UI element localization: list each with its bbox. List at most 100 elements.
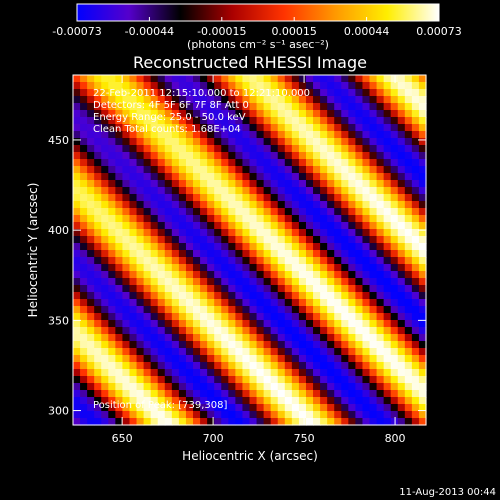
- heatmap-cell: [383, 369, 392, 377]
- heatmap-cell: [242, 96, 251, 104]
- heatmap-cell: [129, 334, 138, 342]
- heatmap-cell: [221, 376, 229, 384]
- heatmap-cell: [376, 138, 385, 146]
- heatmap-cell: [284, 110, 293, 118]
- heatmap-cell: [390, 89, 399, 97]
- heatmap-cell: [164, 222, 173, 230]
- heatmap-cell: [150, 75, 159, 83]
- heatmap-cell: [108, 229, 116, 237]
- heatmap-cell: [390, 187, 399, 195]
- heatmap-cell: [87, 390, 95, 398]
- heatmap-cell: [418, 299, 427, 307]
- heatmap-cell: [185, 229, 194, 237]
- heatmap-cell: [115, 208, 124, 216]
- heatmap-cell: [185, 278, 194, 286]
- heatmap-cell: [108, 103, 116, 111]
- heatmap-cell: [171, 292, 180, 300]
- heatmap-cell: [122, 173, 131, 181]
- heatmap-cell: [383, 306, 392, 314]
- heatmap-cell: [87, 299, 95, 307]
- heatmap-cell: [228, 334, 236, 342]
- heatmap-cell: [362, 222, 371, 230]
- heatmap-cell: [263, 215, 272, 223]
- x-tick-label: 650: [112, 432, 133, 445]
- heatmap-cell: [207, 334, 215, 342]
- heatmap-cell: [221, 82, 229, 90]
- heatmap-cell: [404, 313, 413, 321]
- heatmap-cell: [115, 264, 124, 272]
- heatmap-cell: [101, 173, 109, 181]
- heatmap-cell: [228, 236, 236, 244]
- heatmap-cell: [277, 362, 286, 370]
- heatmap-cell: [348, 194, 356, 202]
- heatmap-cell: [327, 369, 335, 377]
- heatmap-cell: [313, 173, 321, 181]
- heatmap-cell: [101, 187, 109, 195]
- heatmap-cell: [418, 159, 427, 167]
- heatmap-cell: [136, 313, 145, 321]
- heatmap-cell: [263, 334, 272, 342]
- heatmap-cell: [249, 229, 258, 237]
- heatmap-cell: [291, 404, 300, 412]
- heatmap-cell: [383, 201, 392, 209]
- heatmap-cell: [164, 173, 173, 181]
- heatmap-cell: [369, 138, 378, 146]
- heatmap-cell: [129, 152, 138, 160]
- heatmap-cell: [327, 278, 335, 286]
- heatmap-cell: [221, 131, 229, 139]
- heatmap-cell: [397, 320, 406, 328]
- heatmap-cell: [249, 131, 258, 139]
- heatmap-cell: [383, 320, 392, 328]
- heatmap-cell: [390, 257, 399, 265]
- heatmap-cell: [348, 131, 356, 139]
- heatmap-cell: [129, 75, 138, 83]
- heatmap-cell: [129, 341, 138, 349]
- heatmap-cell: [341, 222, 349, 230]
- heatmap-cell: [369, 82, 378, 90]
- heatmap-cell: [108, 208, 116, 216]
- heatmap-cell: [214, 411, 222, 419]
- heatmap-cell: [404, 201, 413, 209]
- heatmap-cell: [291, 285, 300, 293]
- heatmap-cell: [270, 117, 279, 125]
- heatmap-cell: [390, 194, 399, 202]
- heatmap-cell: [150, 369, 159, 377]
- heatmap-cell: [376, 299, 385, 307]
- heatmap-cell: [341, 369, 349, 377]
- heatmap-cell: [129, 327, 138, 335]
- heatmap-cell: [207, 411, 215, 419]
- heatmap-cell: [334, 187, 342, 195]
- heatmap-cell: [150, 327, 159, 335]
- heatmap-cell: [390, 320, 399, 328]
- heatmap-cell: [108, 369, 116, 377]
- heatmap-cell: [94, 194, 102, 202]
- heatmap-cell: [73, 404, 81, 412]
- heatmap-cell: [298, 222, 307, 230]
- heatmap-cell: [73, 306, 81, 314]
- heatmap-cell: [101, 89, 109, 97]
- heatmap-cell: [263, 117, 272, 125]
- heatmap-cell: [129, 145, 138, 153]
- heatmap-cell: [94, 390, 102, 398]
- heatmap-cell: [193, 362, 201, 370]
- heatmap-cell: [397, 383, 406, 391]
- heatmap-cell: [235, 334, 244, 342]
- heatmap-cell: [369, 369, 378, 377]
- heatmap-cell: [87, 376, 95, 384]
- heatmap-cell: [284, 362, 293, 370]
- heatmap-cell: [249, 257, 258, 265]
- heatmap-cell: [298, 96, 307, 104]
- heatmap-cell: [397, 180, 406, 188]
- heatmap-cell: [390, 96, 399, 104]
- heatmap-cell: [390, 299, 399, 307]
- heatmap-cell: [291, 138, 300, 146]
- heatmap-cell: [404, 180, 413, 188]
- heatmap-cell: [80, 96, 88, 104]
- heatmap-cell: [348, 271, 356, 279]
- heatmap-cell: [87, 82, 95, 90]
- heatmap-cell: [277, 369, 286, 377]
- heatmap-cell: [348, 103, 356, 111]
- heatmap-cell: [157, 82, 166, 90]
- heatmap-cell: [390, 222, 399, 230]
- heatmap-cell: [270, 180, 279, 188]
